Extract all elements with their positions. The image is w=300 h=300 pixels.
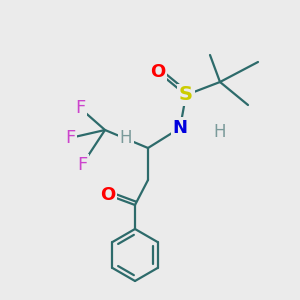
Text: H: H <box>120 129 132 147</box>
Text: S: S <box>179 85 193 104</box>
Text: F: F <box>75 99 85 117</box>
Text: F: F <box>77 156 87 174</box>
Text: O: O <box>150 63 166 81</box>
Text: H: H <box>214 123 226 141</box>
Text: O: O <box>100 186 116 204</box>
Text: F: F <box>65 129 75 147</box>
Text: N: N <box>172 119 188 137</box>
